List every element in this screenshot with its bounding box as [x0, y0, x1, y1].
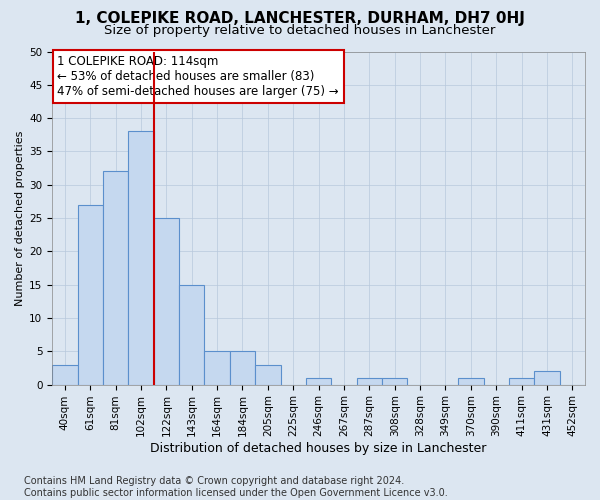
Bar: [255, 364, 281, 384]
Bar: [128, 132, 154, 384]
Y-axis label: Number of detached properties: Number of detached properties: [15, 130, 25, 306]
Bar: [306, 378, 331, 384]
Text: 1, COLEPIKE ROAD, LANCHESTER, DURHAM, DH7 0HJ: 1, COLEPIKE ROAD, LANCHESTER, DURHAM, DH…: [75, 11, 525, 26]
X-axis label: Distribution of detached houses by size in Lanchester: Distribution of detached houses by size …: [151, 442, 487, 455]
Text: Size of property relative to detached houses in Lanchester: Size of property relative to detached ho…: [104, 24, 496, 37]
Text: 1 COLEPIKE ROAD: 114sqm
← 53% of detached houses are smaller (83)
47% of semi-de: 1 COLEPIKE ROAD: 114sqm ← 53% of detache…: [58, 55, 339, 98]
Bar: [534, 372, 560, 384]
Bar: [179, 284, 205, 384]
Bar: [205, 352, 230, 384]
Bar: [52, 364, 77, 384]
Bar: [103, 172, 128, 384]
Bar: [382, 378, 407, 384]
Bar: [458, 378, 484, 384]
Bar: [154, 218, 179, 384]
Bar: [509, 378, 534, 384]
Bar: [230, 352, 255, 384]
Text: Contains HM Land Registry data © Crown copyright and database right 2024.
Contai: Contains HM Land Registry data © Crown c…: [24, 476, 448, 498]
Bar: [356, 378, 382, 384]
Bar: [77, 204, 103, 384]
